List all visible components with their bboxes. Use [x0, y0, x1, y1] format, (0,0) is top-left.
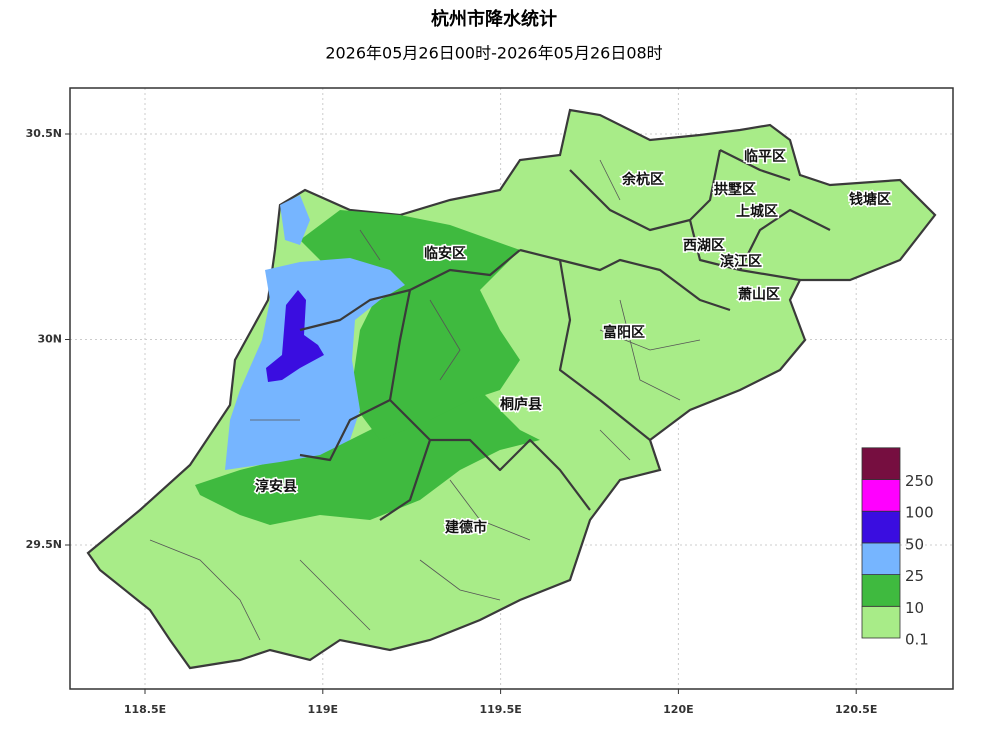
title: 杭州市降水统计	[431, 8, 557, 30]
legend-swatch	[861, 574, 901, 607]
legend-swatch	[861, 447, 901, 480]
x-tick-label: 120.5E	[835, 703, 877, 716]
district-label: 钱塘区	[849, 191, 891, 208]
district-label: 临安区	[424, 245, 466, 262]
legend-swatch	[861, 605, 901, 639]
legend-swatch	[861, 542, 901, 576]
district-label: 拱墅区	[714, 181, 756, 198]
legend-label: 10	[905, 599, 924, 617]
district-boundary	[299, 149, 831, 521]
district-label: 滨江区	[720, 253, 762, 270]
district-label: 临平区	[744, 148, 786, 165]
legend-swatch	[861, 479, 901, 512]
y-tick-label: 30N	[37, 333, 62, 346]
town-boundary	[149, 159, 701, 641]
district-label: 西湖区	[683, 238, 725, 254]
district-label: 余杭区	[621, 171, 664, 188]
rain-area-purple	[266, 290, 324, 382]
map-frame	[69, 87, 954, 690]
district-label: 桐庐县	[500, 396, 542, 413]
district-labels: 临平区 余杭区 拱墅区 上城区 钱塘区 临安区 西湖区 滨江区 萧山区 富阳区 …	[254, 147, 893, 538]
y-tick-label: 30.5N	[26, 127, 62, 140]
district-label: 富阳区	[603, 324, 645, 341]
subtitle: 2026年05月26日00时-2026年05月26日08时	[325, 44, 662, 63]
y-tick-label: 29.5N	[26, 538, 62, 551]
district-label: 建德市	[445, 519, 487, 536]
legend-label: 250	[905, 472, 934, 490]
map	[86, 108, 937, 670]
legend-label: 100	[905, 504, 934, 522]
district-label: 萧山区	[738, 286, 780, 303]
x-tick-label: 119E	[308, 703, 338, 716]
x-tick-label: 120E	[663, 703, 693, 716]
legend: 0.1 10 25 50 100 250	[861, 447, 934, 649]
rain-area-blue	[225, 258, 405, 470]
rain-area-green	[195, 380, 540, 525]
legend-label: 0.1	[905, 631, 929, 649]
district-label: 淳安县	[255, 478, 297, 495]
axes: 118.5E 119E 119.5E 120E 120.5E 30.5N 30N 29.5N	[26, 127, 878, 716]
x-tick-label: 118.5E	[124, 703, 166, 716]
legend-label: 25	[905, 567, 924, 585]
legend-swatch	[861, 510, 901, 544]
legend-label: 50	[905, 535, 924, 553]
district-label: 上城区	[736, 203, 778, 220]
rain-area-blue	[280, 195, 310, 245]
rain-area-light	[86, 108, 937, 670]
x-tick-label: 119.5E	[479, 703, 521, 716]
